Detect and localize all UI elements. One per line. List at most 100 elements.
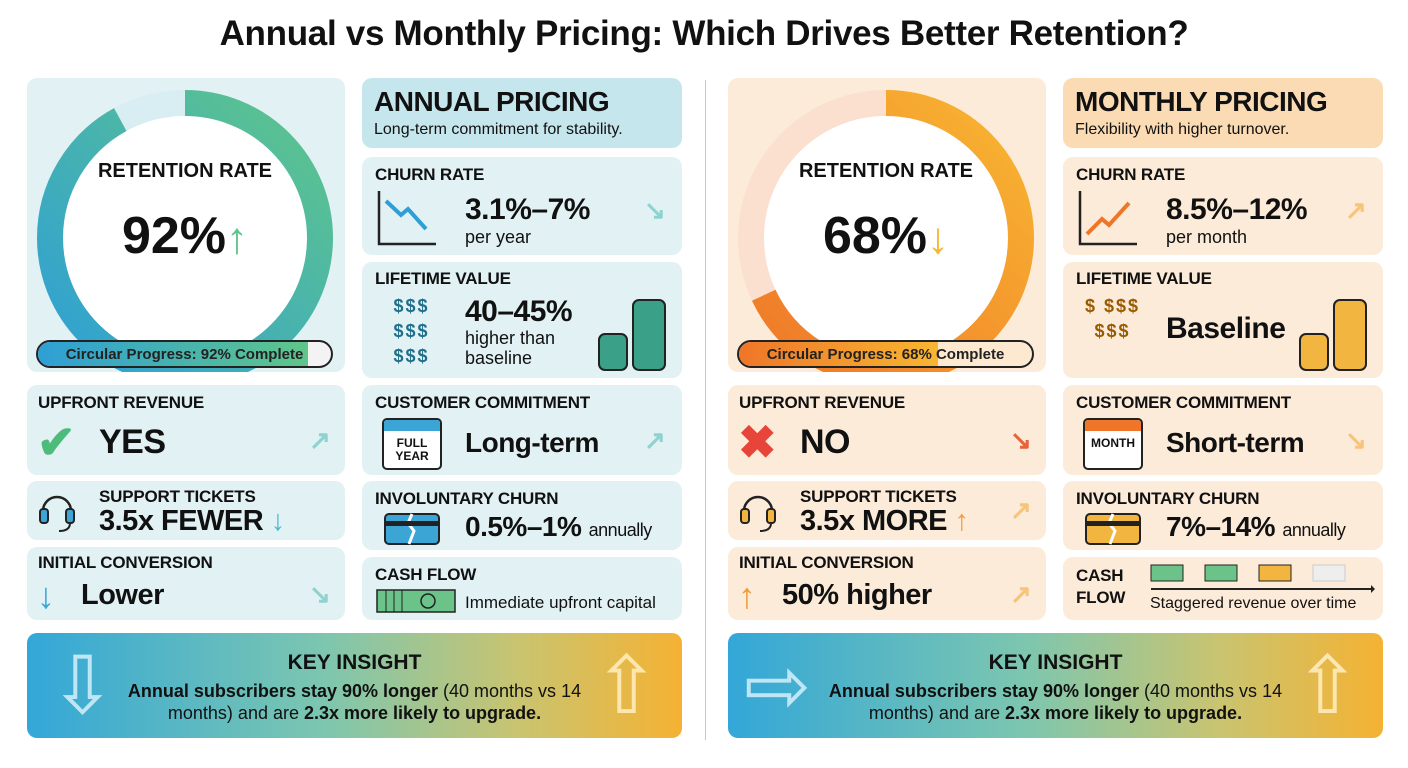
support-direction-icon: ↑ <box>954 505 970 537</box>
ltv-label: LIFETIME VALUE <box>375 269 511 288</box>
support-trend-icon: ↗ <box>1010 495 1032 525</box>
calendar-text: FULL YEAR <box>395 436 429 463</box>
cash-flow-card: CASH FLOW CASH FLOW Immediate upfront ca… <box>362 557 682 620</box>
upfront-label: UPFRONT REVENUE <box>739 393 906 412</box>
circular-progress-icon <box>738 90 1034 372</box>
support-tickets-card: SUPPORT TICKETS 3.5x MORE ↑ ↗ <box>728 481 1046 540</box>
ltv-label: LIFETIME VALUE <box>1076 269 1212 288</box>
involuntary-value: 7%–14% annually <box>1166 511 1346 542</box>
cash-bundle-icon <box>376 589 456 613</box>
cashflow-label: CASH FLOW <box>375 565 477 584</box>
support-tickets-card: SUPPORT TICKETS 3.5x FEWER ↓ ↗ <box>27 481 345 540</box>
commitment-label: CUSTOMER COMMITMENT <box>375 393 590 412</box>
lifetime-value-card: LIFETIME VALUE $ $$$ $$$ Baseline Baseli… <box>1063 262 1383 378</box>
cash-flow-card: CASH FLOW CASH FLOW Staggered revenue ov… <box>1063 557 1383 620</box>
cashflow-label: CASH FLOW <box>1076 566 1126 607</box>
churn-value: 3.1%–7% <box>465 193 590 226</box>
commitment-label: CUSTOMER COMMITMENT <box>1076 393 1291 412</box>
monthly-pricing-panel: RETENTION RATE 68%↓ Circular Progress: 6… <box>728 0 1383 768</box>
retention-card: RETENTION RATE 68%↓ Circular Progress: 6… <box>728 78 1046 372</box>
progress-bar: Circular Progress: 68% Complete <box>737 340 1034 368</box>
key-insight-banner: ⇩ ⇨ ⇧ KEY INSIGHT Annual subscribers sta… <box>27 633 682 738</box>
customer-commitment-card: CUSTOMER COMMITMENT MONTH Short-term ↘ <box>1063 385 1383 475</box>
pricing-title: ANNUAL PRICING <box>374 86 610 117</box>
pricing-title: MONTHLY PRICING <box>1075 86 1328 117</box>
calendar-icon: MONTH <box>1083 418 1143 470</box>
pricing-subtitle: Long-term commitment for stability. <box>374 121 623 138</box>
upfront-label: UPFRONT REVENUE <box>38 393 205 412</box>
retention-label: RETENTION RATE <box>97 160 273 182</box>
center-divider <box>705 80 706 740</box>
churn-unit: per month <box>1166 227 1248 247</box>
commitment-value: Short-term <box>1166 427 1305 458</box>
upfront-trend-icon: ↘ <box>1010 425 1032 455</box>
insight-title: KEY INSIGHT <box>988 651 1123 674</box>
arrow-up-icon: ⇧ <box>1293 641 1361 730</box>
churn-trend-icon: ↘ <box>644 195 666 225</box>
broken-card-icon <box>384 513 440 545</box>
arrow-down-icon: ⇩ <box>49 641 117 730</box>
ltv-value: 40–45% <box>465 295 573 328</box>
insight-text: Annual subscribers stay 90% longer (40 m… <box>127 681 582 723</box>
page-title: Annual vs Monthly Pricing: Which Drives … <box>219 14 1189 53</box>
upfront-revenue-card: UPFRONT REVENUE ✖ NO ↘ <box>728 385 1046 475</box>
pricing-header: MONTHLY PRICING Flexibility with higher … <box>1063 78 1383 148</box>
conversion-label: INITIAL CONVERSION <box>739 553 914 572</box>
churn-chart-icon <box>1078 191 1137 246</box>
involuntary-label: INVOLUNTARY CHURN <box>1076 489 1260 508</box>
coin-stacks-icon <box>598 299 666 371</box>
progress-label: Circular Progress: 92% Complete <box>65 346 304 363</box>
calendar-icon: FULL YEAR <box>382 418 442 470</box>
retention-ring: RETENTION RATE 92%↑ <box>35 88 335 372</box>
conversion-value: Lower <box>81 579 164 611</box>
coins-icon: $$$ $$$ $$$ <box>393 296 430 366</box>
retention-value: 92%↑ <box>121 207 249 265</box>
initial-conversion-card: INITIAL CONVERSION ↑ 50% higher ↗ <box>728 547 1046 620</box>
upfront-status-icon: ✔ <box>37 416 76 468</box>
support-value: 3.5x MORE ↑ <box>800 505 970 537</box>
upfront-value: YES <box>99 423 166 461</box>
commitment-value: Long-term <box>465 427 599 458</box>
conversion-arrow-icon: ↓ <box>37 575 55 616</box>
retention-direction-icon: ↓ <box>927 214 950 263</box>
retention-card: RETENTION RATE 92%↑ Circular Progress: 9… <box>27 78 345 372</box>
key-insight-banner: ⇩ ⇨ ⇧ KEY INSIGHT Annual subscribers sta… <box>728 633 1383 738</box>
commitment-trend-icon: ↗ <box>644 425 666 455</box>
churn-trend-icon: ↗ <box>1345 195 1367 225</box>
churn-rate-card: CHURN RATE 3.1%–7% per year ↘ <box>362 157 682 255</box>
broken-card-icon <box>1085 513 1141 545</box>
upfront-trend-icon: ↗ <box>309 425 331 455</box>
commitment-trend-icon: ↘ <box>1345 425 1367 455</box>
arrow-up-icon: ⇧ <box>592 641 660 730</box>
circular-progress-icon <box>37 90 333 372</box>
ltv-value: Baseline <box>1166 312 1286 345</box>
conversion-trend-icon: ↘ <box>309 579 331 609</box>
retention-value: 68%↓ <box>822 207 950 265</box>
insight-title: KEY INSIGHT <box>287 651 422 674</box>
insight-text: Annual subscribers stay 90% longer (40 m… <box>828 681 1283 723</box>
upfront-value: NO <box>800 423 851 461</box>
conversion-arrow-icon: ↑ <box>738 575 756 616</box>
conversion-value: 50% higher <box>782 579 932 611</box>
involuntary-churn-card: INVOLUNTARY CHURN 0.5%–1% annually <box>362 481 682 550</box>
coins-icon: $ $$$ $$$ <box>1084 296 1141 341</box>
cashflow-note: Immediate upfront capital <box>465 593 656 612</box>
churn-label: CHURN RATE <box>1076 165 1186 184</box>
churn-value: 8.5%–12% <box>1166 193 1308 226</box>
progress-fill <box>38 342 308 366</box>
initial-conversion-card: INITIAL CONVERSION ↓ Lower ↘ <box>27 547 345 620</box>
upfront-status-icon: ✖ <box>738 416 777 468</box>
progress-label: Circular Progress: 68% Complete <box>766 346 1005 363</box>
cash-timeline-icon <box>1150 564 1375 593</box>
progress-fill <box>739 342 939 366</box>
upfront-revenue-card: UPFRONT REVENUE ✔ YES ↗ <box>27 385 345 475</box>
churn-rate-card: CHURN RATE 8.5%–12% per month ↗ <box>1063 157 1383 255</box>
retention-direction-icon: ↑ <box>226 214 249 263</box>
calendar-text: MONTH <box>1091 436 1135 450</box>
cashflow-note: Staggered revenue over time <box>1150 595 1357 612</box>
retention-ring: RETENTION RATE 68%↓ <box>736 88 1036 372</box>
annual-pricing-panel: RETENTION RATE 92%↑ Circular Progress: 9… <box>27 0 682 768</box>
pricing-subtitle: Flexibility with higher turnover. <box>1075 121 1290 138</box>
support-label: SUPPORT TICKETS <box>800 487 957 506</box>
lifetime-value-card: LIFETIME VALUE $$$ $$$ $$$ 40–45% higher… <box>362 262 682 378</box>
